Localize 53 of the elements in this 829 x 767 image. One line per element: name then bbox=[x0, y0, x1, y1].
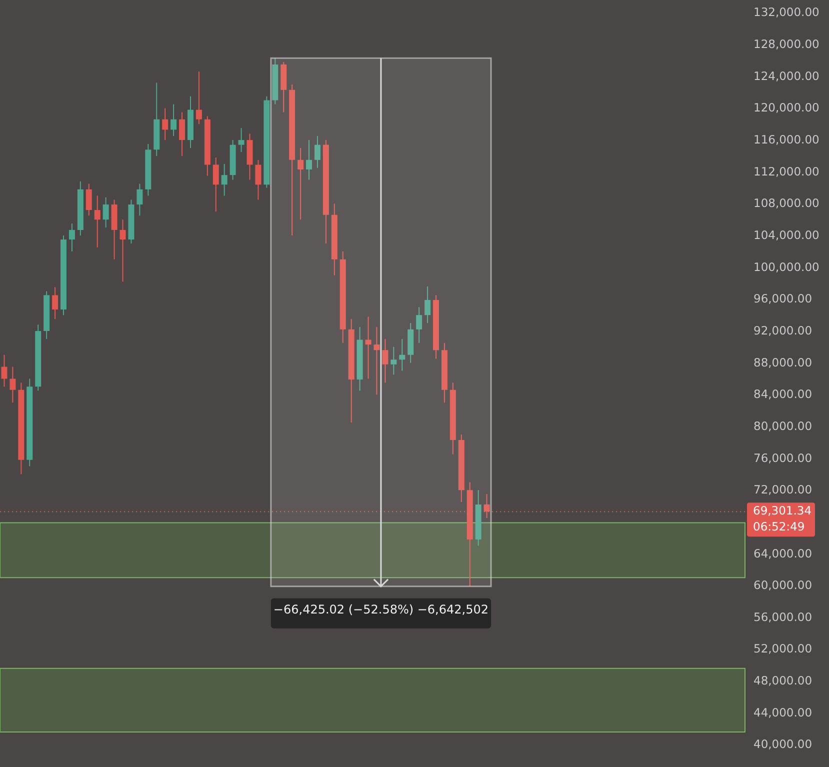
candlestick bbox=[179, 112, 186, 156]
y-tick-label: 56,000.00 bbox=[754, 610, 812, 624]
candlestick bbox=[102, 196, 109, 228]
candlestick bbox=[306, 140, 312, 180]
candlestick bbox=[238, 128, 244, 152]
y-tick-label: 64,000.00 bbox=[754, 546, 812, 560]
candlestick bbox=[424, 286, 431, 324]
y-tick-label: 88,000.00 bbox=[754, 355, 812, 370]
candlestick bbox=[162, 108, 168, 141]
text: 06:52:49 bbox=[753, 520, 805, 534]
candlestick bbox=[136, 183, 143, 216]
annotation: −66,425.02 (−52.58%) −6,642,502 bbox=[273, 602, 488, 616]
candlestick bbox=[374, 326, 380, 396]
y-tick-label: 124,000.00 bbox=[754, 68, 820, 83]
candlestick bbox=[10, 366, 16, 404]
candlestick bbox=[399, 338, 406, 372]
y-tick-label: 96,000.00 bbox=[754, 292, 812, 306]
y-tick-label: 116,000.00 bbox=[754, 132, 820, 147]
y-tick-label: 112,000.00 bbox=[754, 164, 820, 178]
y-tick-label: 132,000.00 bbox=[754, 5, 820, 20]
y-tick-label: 108,000.00 bbox=[754, 196, 820, 210]
y-tick-label: 104,000.00 bbox=[754, 228, 820, 242]
candlestick bbox=[94, 195, 100, 248]
candlestick bbox=[212, 157, 219, 212]
candlestick bbox=[382, 338, 388, 384]
candlestick bbox=[52, 286, 58, 320]
y-tick-label: 84,000.00 bbox=[754, 387, 812, 402]
y-tick-label: 60,000.00 bbox=[754, 578, 812, 592]
y-tick-label: 76,000.00 bbox=[754, 450, 812, 465]
candlestick bbox=[390, 346, 397, 376]
y-tick-label: 128,000.00 bbox=[754, 37, 820, 52]
y-tick-label: 48,000.00 bbox=[754, 674, 812, 688]
y-tick-label: 52,000.00 bbox=[754, 642, 812, 656]
candlestick bbox=[314, 136, 320, 168]
candlestick bbox=[298, 147, 304, 220]
candlestick bbox=[221, 163, 228, 196]
candlestick bbox=[1, 354, 8, 388]
candlestick bbox=[196, 71, 202, 125]
candlestick bbox=[255, 159, 262, 200]
y-tick-label: 40,000.00 bbox=[754, 737, 812, 752]
y-tick-label: 100,000.00 bbox=[754, 260, 820, 274]
y-tick-label: 80,000.00 bbox=[754, 418, 812, 433]
candlestick bbox=[86, 183, 92, 216]
candlestick bbox=[68, 223, 75, 252]
candlestick bbox=[416, 306, 422, 344]
candlestick bbox=[365, 316, 372, 380]
y-tick-label: 92,000.00 bbox=[754, 323, 812, 338]
y-tick-label: 44,000.00 bbox=[754, 705, 812, 720]
candlestick bbox=[120, 219, 126, 282]
y-tick-label: 72,000.00 bbox=[754, 482, 812, 497]
ref-line-label: 69,301.34 bbox=[753, 504, 812, 518]
candlestick bbox=[170, 104, 177, 137]
y-tick-label: 120,000.00 bbox=[754, 100, 820, 115]
